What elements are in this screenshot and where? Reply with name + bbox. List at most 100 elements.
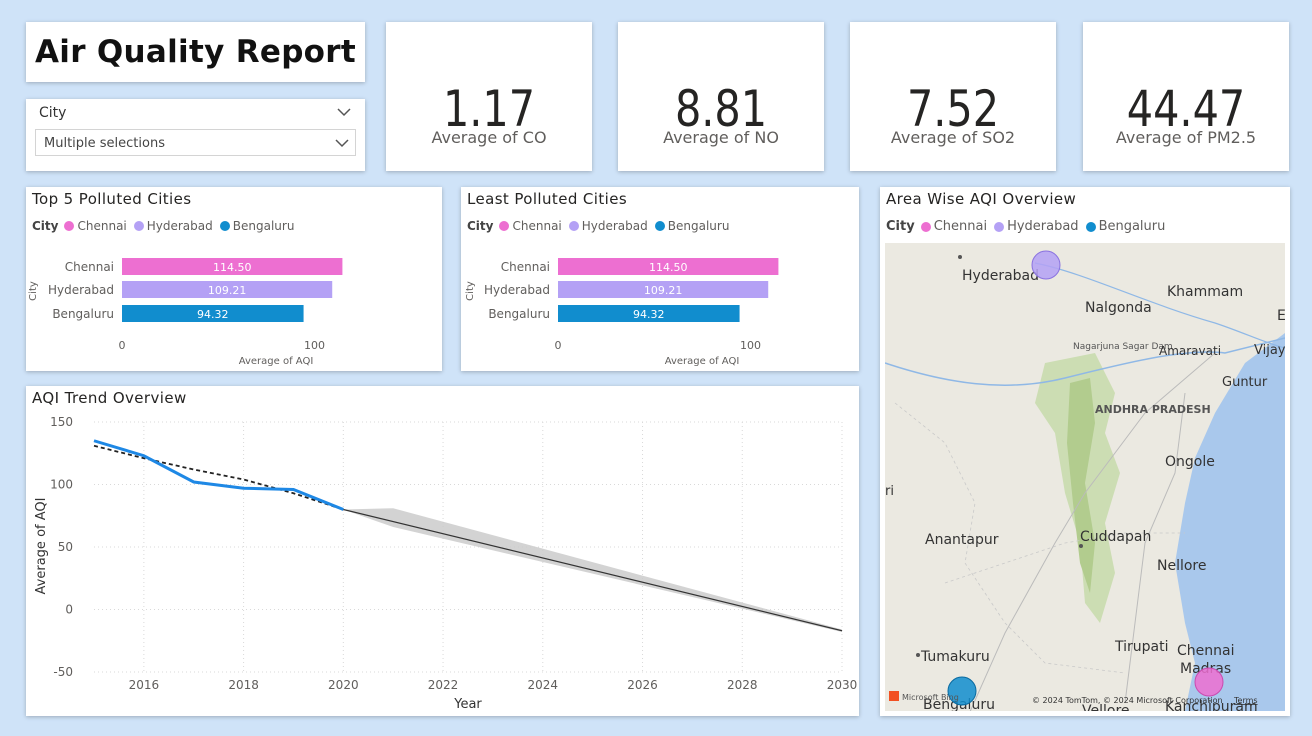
legend-label: Hyderabad — [146, 219, 213, 233]
legend-title: City — [467, 219, 494, 233]
x-tick-label: 2028 — [727, 678, 758, 692]
bar-bengaluru — [558, 305, 740, 322]
bar-chart: City Average of AQI 114.50 Chennai 109.21 H… — [465, 258, 779, 367]
x-tick-label: 2026 — [627, 678, 658, 692]
aqi-trend-panel[interactable]: AQI Trend Overview Year Average of AQI -… — [26, 386, 859, 716]
map-label: Ongole — [1165, 454, 1215, 470]
slicer-selected-value: Multiple selections — [44, 136, 165, 151]
x-axis-label: Average of AQI — [239, 356, 314, 367]
kpi-card-pm25: 44.47 Average of PM2.5 — [1083, 22, 1289, 171]
legend-item-chennai[interactable]: Chennai — [499, 219, 562, 233]
category-tick-label: Hyderabad — [48, 283, 114, 297]
state-border — [894, 402, 1126, 674]
map-bubble-bengaluru[interactable] — [947, 676, 977, 706]
bar-hyderabad — [558, 281, 769, 298]
slicer-dropdown[interactable]: Multiple selections — [35, 129, 356, 156]
y-axis-label: City — [28, 281, 39, 301]
legend-item-bengaluru[interactable]: Bengaluru — [654, 219, 729, 233]
map-city-dot — [1079, 544, 1083, 548]
kpi-value: 1.17 — [442, 80, 536, 138]
map-label: Nagarjuna Sagar Dam — [1073, 342, 1173, 352]
map-city-dot — [958, 255, 962, 259]
map-label: Kanchipuram — [1165, 699, 1258, 711]
report-title-card: Air Quality Report — [26, 22, 365, 82]
kpi-card-no: 8.81 Average of NO — [618, 22, 824, 171]
map-bubble-chennai[interactable] — [1194, 667, 1224, 697]
map-label: Vijay — [1254, 343, 1285, 358]
map-label: Cuddapah — [1080, 529, 1151, 545]
kpi-label: Average of SO2 — [890, 128, 1016, 147]
legend-dot — [994, 221, 1005, 232]
page-title: Air Quality Report — [34, 34, 356, 70]
area-aqi-map-panel[interactable]: Area Wise AQI Overview City Chennai Hyde… — [880, 187, 1290, 716]
legend-item-chennai[interactable]: Chennai — [920, 219, 988, 234]
x-tick-label: 2024 — [528, 678, 559, 692]
legend-item-bengaluru[interactable]: Bengaluru — [1085, 219, 1166, 234]
y-tick-label: 0 — [65, 603, 73, 617]
category-tick-label: Chennai — [65, 260, 114, 274]
kpi-label: Average of CO — [431, 128, 547, 147]
legend: City Chennai Hyderabad Bengaluru — [32, 219, 301, 233]
legend-label: Hyderabad — [1007, 219, 1079, 234]
y-tick-label: -50 — [53, 665, 73, 679]
bar-data-label: 94.32 — [197, 308, 229, 321]
panel-title: Least Polluted Cities — [467, 190, 628, 208]
legend-item-hyderabad[interactable]: Hyderabad — [568, 219, 648, 233]
bar-data-label: 114.50 — [649, 261, 688, 274]
legend-dot — [654, 221, 665, 231]
category-tick-label: Bengaluru — [488, 307, 550, 321]
y-tick-label: 150 — [50, 415, 73, 429]
top5-polluted-panel[interactable]: Top 5 Polluted Cities City Chennai Hyder… — [26, 187, 442, 371]
kpi-label: Average of NO — [663, 128, 779, 147]
trend-line — [93, 444, 344, 511]
legend-item-chennai[interactable]: Chennai — [64, 219, 127, 233]
map-terms-link[interactable]: Terms — [1233, 696, 1258, 705]
map-label: Khammam — [1167, 284, 1243, 300]
forecast-line — [343, 508, 843, 632]
map-label: Nalgonda — [1085, 300, 1152, 316]
legend-label: Bengaluru — [1098, 219, 1166, 234]
y-tick-label: 50 — [58, 540, 73, 554]
category-tick-label: Bengaluru — [52, 307, 114, 321]
legend-label: Chennai — [933, 219, 988, 234]
y-tick-label: 100 — [50, 478, 73, 492]
map-attribution: © 2024 TomTom, © 2024 Microsoft Corporat… — [1032, 696, 1223, 705]
x-tick-label: 2020 — [328, 678, 359, 692]
map-label: ANDHRA PRADESH — [1095, 403, 1211, 416]
aqi-series-line — [93, 439, 344, 511]
line-chart: Year Average of AQI -50 0 50 100 150 2016 2018… — [34, 415, 857, 712]
x-tick-label: 100 — [740, 339, 761, 352]
least-polluted-panel[interactable]: Least Polluted Cities City Chennai Hyder… — [461, 187, 859, 371]
legend-dot — [1085, 221, 1096, 232]
legend-item-hyderabad[interactable]: Hyderabad — [994, 219, 1079, 234]
road — [1124, 392, 1186, 704]
map-canvas[interactable]: Hyderabad Khammam Nalgonda Nagarjuna Sag… — [885, 243, 1285, 711]
legend-dot — [920, 221, 931, 232]
x-tick-label: 0 — [555, 339, 562, 352]
kpi-value: 7.52 — [906, 80, 1000, 138]
legend: City Chennai Hyderabad Bengaluru — [886, 219, 1172, 234]
city-slicer[interactable]: City Multiple selections — [26, 99, 365, 171]
map-label: Tumakuru — [920, 649, 990, 665]
category-tick-label: Chennai — [501, 260, 550, 274]
kpi-value: 44.47 — [1126, 80, 1246, 138]
legend-item-bengaluru[interactable]: Bengaluru — [219, 219, 294, 233]
x-tick-label: 2018 — [228, 678, 259, 692]
chevron-down-icon[interactable] — [337, 107, 351, 117]
sea-area — [1175, 333, 1285, 711]
x-tick-label: 0 — [119, 339, 126, 352]
road — [969, 352, 1216, 711]
x-tick-label: 2022 — [428, 678, 459, 692]
map-label: Nellore — [1157, 558, 1207, 574]
map-label: ri — [885, 484, 894, 499]
bing-logo: Microsoft Bing — [902, 693, 959, 702]
legend: City Chennai Hyderabad Bengaluru — [467, 219, 736, 233]
bar-chennai — [122, 258, 343, 275]
legend-dot — [64, 221, 75, 231]
bar-data-label: 109.21 — [644, 284, 683, 297]
legend-item-hyderabad[interactable]: Hyderabad — [133, 219, 213, 233]
category-tick-label: Hyderabad — [484, 283, 550, 297]
map-bubble-hyderabad[interactable] — [1031, 250, 1061, 280]
kpi-card-so2: 7.52 Average of SO2 — [850, 22, 1056, 171]
river — [885, 337, 1285, 386]
